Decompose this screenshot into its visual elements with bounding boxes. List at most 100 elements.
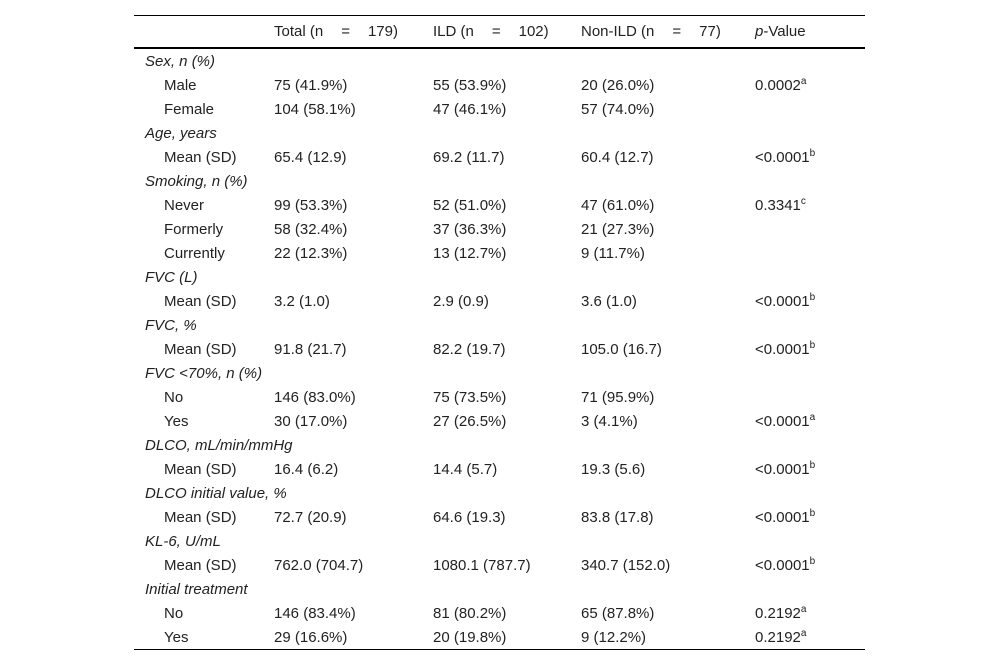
group-row: Initial treatment	[134, 577, 865, 601]
footnote-mark: c	[800, 195, 806, 207]
p-cell: <0.0001b	[755, 337, 865, 361]
data-row: Mean (SD) 3.2 (1.0) 2.9 (0.9) 3.6 (1.0) <0.0…	[134, 289, 865, 313]
cell: 146 (83.0%)	[274, 388, 356, 406]
footnote-mark: a	[800, 603, 807, 615]
footnote-mark: b	[809, 555, 816, 567]
row-label: Mean (SD)	[164, 340, 237, 358]
group-row: KL-6, U/mL	[134, 529, 865, 553]
header-count: 77)	[699, 23, 721, 40]
p-cell: 0.3341c	[755, 193, 865, 217]
group-row: Age, years	[134, 121, 865, 145]
footnote-mark: b	[809, 459, 816, 471]
header-text: ILD (	[433, 23, 466, 40]
footnote-mark: b	[809, 339, 816, 351]
cell: 104 (58.1%)	[274, 100, 356, 118]
cell: 22 (12.3%)	[274, 244, 348, 262]
row-label: Male	[164, 76, 197, 94]
cell: 21 (27.3%)	[581, 220, 655, 238]
header-cell: ILD (n = 102)	[433, 16, 581, 49]
cell: 75 (73.5%)	[433, 388, 507, 406]
group-row: Sex, n (%)	[134, 48, 865, 73]
header-n: n	[314, 23, 324, 40]
footnote-mark: b	[809, 507, 816, 519]
data-row: Mean (SD) 16.4 (6.2) 14.4 (5.7) 19.3 (5.6) <…	[134, 457, 865, 481]
p-cell: <0.0001b	[755, 505, 865, 529]
row-label: No	[164, 604, 184, 622]
header-cell	[134, 16, 274, 49]
cell: 55 (53.9%)	[433, 76, 507, 94]
header-text: -Value	[763, 23, 806, 40]
header-cell: Non-ILD (n = 77)	[581, 16, 755, 49]
cell: 47 (46.1%)	[433, 100, 507, 118]
data-row: Formerly 58 (32.4%) 37 (36.3%) 21 (27.3%)	[134, 217, 865, 241]
cell: 2.9 (0.9)	[433, 292, 489, 310]
table-body: Sex, n (%) Male 75 (41.9%) 55 (53.9%) 20 (26…	[134, 48, 865, 650]
footnote-mark: a	[800, 627, 807, 639]
p-cell: 0.2192a	[755, 625, 865, 650]
cell: 52 (51.0%)	[433, 196, 507, 214]
header-cell: p-Value	[755, 16, 865, 49]
cell: 57 (74.0%)	[581, 100, 655, 118]
group-row: FVC (L)	[134, 265, 865, 289]
cell: 3.2 (1.0)	[274, 292, 330, 310]
footnote-mark: b	[809, 147, 816, 159]
cell: 14.4 (5.7)	[433, 460, 498, 478]
cell: 20 (19.8%)	[433, 628, 507, 646]
header-p: p	[755, 23, 764, 40]
cell: 71 (95.9%)	[581, 388, 655, 406]
group-title: Smoking, n (%)	[145, 172, 248, 190]
header-count: 179)	[367, 23, 398, 40]
data-row: Mean (SD) 91.8 (21.7) 82.2 (19.7) 105.0 (16…	[134, 337, 865, 361]
data-row: Mean (SD) 762.0 (704.7) 1080.1 (787.7) 340.…	[134, 553, 865, 577]
p-value: 0.3341	[755, 196, 801, 214]
cell: 65 (87.8%)	[581, 604, 655, 622]
header-n: n	[646, 23, 655, 40]
footnote-mark: a	[800, 75, 807, 87]
cell: 762.0 (704.7)	[274, 556, 364, 574]
table-container: Total (n = 179) ILD (n = 102) Non-ILD (n = 77) p-…	[134, 15, 865, 650]
data-row: Yes 30 (17.0%) 27 (26.5%) 3 (4.1%) <0.0001a	[134, 409, 865, 433]
p-cell: <0.0001b	[755, 145, 865, 169]
cell: 20 (26.0%)	[581, 76, 655, 94]
p-cell: <0.0001a	[755, 409, 865, 433]
group-row: FVC, %	[134, 313, 865, 337]
data-row: Mean (SD) 72.7 (20.9) 64.6 (19.3) 83.8 (17.…	[134, 505, 865, 529]
cell: 47 (61.0%)	[581, 196, 655, 214]
cell: 29 (16.6%)	[274, 628, 348, 646]
row-label: Formerly	[164, 220, 224, 238]
cell: 3 (4.1%)	[581, 412, 638, 430]
cell: 340.7 (152.0)	[581, 556, 671, 574]
row-label: No	[164, 388, 184, 406]
p-cell: <0.0001b	[755, 457, 865, 481]
group-row: Smoking, n (%)	[134, 169, 865, 193]
cell: 30 (17.0%)	[274, 412, 348, 430]
header-n: n	[465, 23, 474, 40]
row-label: Mean (SD)	[164, 460, 237, 478]
p-value: <0.0001	[755, 148, 810, 166]
data-row: Never 99 (53.3%) 52 (51.0%) 47 (61.0%) 0.334…	[134, 193, 865, 217]
cell: 99 (53.3%)	[274, 196, 348, 214]
group-title: FVC <70%, n (%)	[145, 364, 263, 382]
p-value: <0.0001	[755, 508, 810, 526]
header-eq: =	[491, 23, 501, 40]
cell: 65.4 (12.9)	[274, 148, 347, 166]
footnote-mark: b	[809, 291, 816, 303]
data-row: Male 75 (41.9%) 55 (53.9%) 20 (26.0%) 0.0002…	[134, 73, 865, 97]
p-value: <0.0001	[755, 460, 810, 478]
cell: 83.8 (17.8)	[581, 508, 654, 526]
group-row: DLCO, mL/min/mmHg	[134, 433, 865, 457]
table-header: Total (n = 179) ILD (n = 102) Non-ILD (n = 77) p-…	[134, 15, 865, 49]
row-label: Mean (SD)	[164, 292, 237, 310]
header-cell: Total (n = 179)	[274, 16, 433, 49]
p-cell: 0.2192a	[755, 601, 865, 625]
row-label: Never	[164, 196, 205, 214]
header-text: Non-ILD (	[581, 23, 647, 40]
group-title: FVC, %	[145, 316, 197, 334]
header-count: 102)	[518, 23, 549, 40]
cell: 146 (83.4%)	[274, 604, 356, 622]
group-title: Age, years	[145, 124, 217, 142]
group-title: FVC (L)	[145, 268, 198, 286]
header-text: Total (	[274, 23, 315, 40]
cell: 16.4 (6.2)	[274, 460, 339, 478]
p-value: <0.0001	[755, 556, 810, 574]
